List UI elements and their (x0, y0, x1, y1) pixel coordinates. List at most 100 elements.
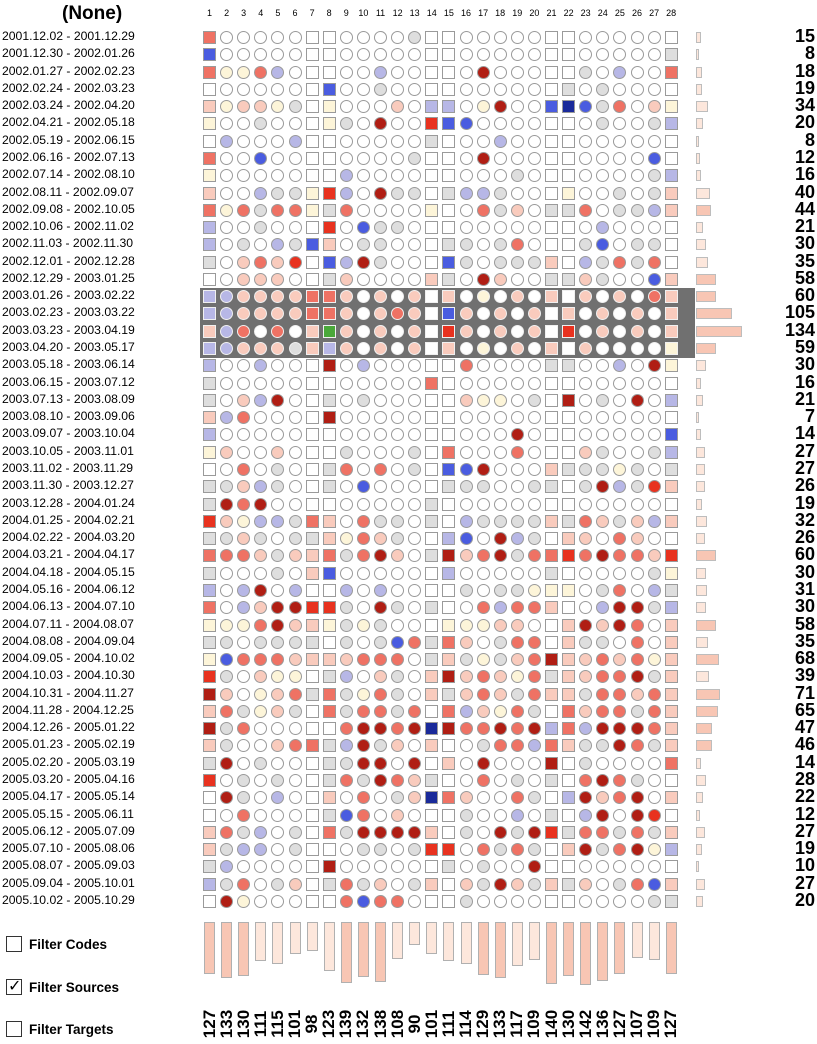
heatmap-cell[interactable] (322, 411, 336, 425)
heatmap-cell[interactable] (459, 151, 473, 165)
heatmap-cell[interactable] (545, 670, 558, 684)
heatmap-cell[interactable] (425, 65, 439, 79)
heatmap-cell[interactable] (579, 342, 593, 356)
heatmap-cell[interactable] (254, 860, 268, 874)
heatmap-cell[interactable] (374, 221, 387, 235)
heatmap-cell[interactable] (596, 583, 610, 597)
heatmap-cell[interactable] (271, 825, 285, 839)
heatmap-cell[interactable] (356, 635, 370, 649)
heatmap-cell[interactable] (527, 221, 541, 235)
heatmap-cell[interactable] (288, 272, 302, 286)
heatmap-cell[interactable] (442, 203, 456, 217)
heatmap-cell[interactable] (322, 739, 336, 753)
heatmap-cell[interactable] (203, 376, 216, 390)
heatmap-cell[interactable] (271, 411, 285, 425)
heatmap-cell[interactable] (647, 825, 661, 839)
heatmap-cell[interactable] (493, 169, 507, 183)
heatmap-cell[interactable] (220, 601, 234, 615)
heatmap-cell[interactable] (596, 48, 610, 62)
heatmap-cell[interactable] (630, 428, 644, 442)
heatmap-cell[interactable] (459, 532, 473, 546)
heatmap-cell[interactable] (425, 238, 439, 252)
heatmap-cell[interactable] (527, 480, 541, 494)
heatmap-cell[interactable] (425, 376, 439, 390)
heatmap-cell[interactable] (339, 290, 353, 304)
heatmap-cell[interactable] (339, 65, 353, 79)
heatmap-cell[interactable] (203, 117, 216, 131)
heatmap-cell[interactable] (510, 722, 524, 736)
heatmap-cell[interactable] (356, 704, 370, 718)
heatmap-cell[interactable] (254, 117, 268, 131)
heatmap-cell[interactable] (493, 618, 507, 632)
heatmap-cell[interactable] (237, 843, 251, 857)
heatmap-cell[interactable] (391, 566, 405, 580)
heatmap-cell[interactable] (220, 825, 234, 839)
heatmap-cell[interactable] (220, 359, 234, 373)
heatmap-cell[interactable] (288, 342, 302, 356)
heatmap-cell[interactable] (237, 272, 251, 286)
heatmap-cell[interactable] (510, 549, 524, 563)
heatmap-cell[interactable] (288, 687, 302, 701)
heatmap-cell[interactable] (339, 877, 353, 891)
heatmap-cell[interactable] (459, 255, 473, 269)
heatmap-cell[interactable] (220, 687, 234, 701)
heatmap-cell[interactable] (322, 549, 336, 563)
heatmap-cell[interactable] (374, 670, 387, 684)
heatmap-cell[interactable] (425, 825, 439, 839)
heatmap-cell[interactable] (442, 583, 456, 597)
heatmap-cell[interactable] (664, 186, 678, 200)
heatmap-cell[interactable] (425, 877, 439, 891)
heatmap-cell[interactable] (237, 169, 251, 183)
heatmap-cell[interactable] (374, 169, 387, 183)
heatmap-cell[interactable] (322, 359, 336, 373)
heatmap-cell[interactable] (356, 117, 370, 131)
heatmap-cell[interactable] (647, 186, 661, 200)
heatmap-cell[interactable] (562, 583, 576, 597)
heatmap-cell[interactable] (459, 774, 473, 788)
heatmap-cell[interactable] (339, 687, 353, 701)
heatmap-cell[interactable] (425, 169, 439, 183)
heatmap-cell[interactable] (254, 895, 268, 908)
heatmap-cell[interactable] (630, 31, 644, 44)
heatmap-cell[interactable] (613, 342, 627, 356)
heatmap-cell[interactable] (664, 100, 678, 114)
heatmap-cell[interactable] (459, 134, 473, 148)
heatmap-cell[interactable] (408, 549, 422, 563)
row-date-range-label[interactable]: 2003.01.26 - 2003.02.22 (2, 288, 135, 303)
heatmap-cell[interactable] (220, 151, 234, 165)
heatmap-cell[interactable] (527, 549, 541, 563)
heatmap-cell[interactable] (510, 221, 524, 235)
heatmap-cell[interactable] (545, 48, 558, 62)
heatmap-cell[interactable] (288, 134, 302, 148)
heatmap-cell[interactable] (664, 324, 678, 338)
heatmap-cell[interactable] (391, 290, 405, 304)
heatmap-cell[interactable] (630, 82, 644, 96)
heatmap-cell[interactable] (647, 704, 661, 718)
heatmap-cell[interactable] (408, 497, 422, 511)
heatmap-cell[interactable] (664, 860, 678, 874)
heatmap-cell[interactable] (220, 203, 234, 217)
heatmap-cell[interactable] (442, 100, 456, 114)
heatmap-cell[interactable] (339, 618, 353, 632)
heatmap-cell[interactable] (596, 635, 610, 649)
heatmap-cell[interactable] (545, 653, 558, 667)
heatmap-cell[interactable] (647, 117, 661, 131)
heatmap-cell[interactable] (613, 186, 627, 200)
heatmap-cell[interactable] (476, 722, 490, 736)
heatmap-cell[interactable] (203, 825, 216, 839)
heatmap-cell[interactable] (374, 877, 387, 891)
heatmap-cell[interactable] (425, 307, 439, 321)
heatmap-cell[interactable] (493, 808, 507, 822)
heatmap-cell[interactable] (664, 635, 678, 649)
heatmap-cell[interactable] (630, 151, 644, 165)
heatmap-cell[interactable] (220, 704, 234, 718)
heatmap-cell[interactable] (237, 342, 251, 356)
heatmap-cell[interactable] (356, 359, 370, 373)
heatmap-cell[interactable] (305, 255, 319, 269)
heatmap-cell[interactable] (425, 480, 439, 494)
heatmap-cell[interactable] (579, 428, 593, 442)
heatmap-cell[interactable] (459, 497, 473, 511)
heatmap-cell[interactable] (459, 31, 473, 44)
heatmap-cell[interactable] (254, 877, 268, 891)
heatmap-cell[interactable] (545, 117, 558, 131)
